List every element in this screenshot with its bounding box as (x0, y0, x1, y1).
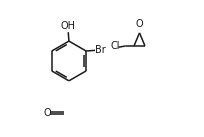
Text: O: O (135, 19, 143, 29)
Text: O: O (43, 108, 51, 118)
Text: Br: Br (95, 45, 106, 55)
Text: OH: OH (60, 21, 75, 31)
Text: Cl: Cl (110, 41, 120, 51)
